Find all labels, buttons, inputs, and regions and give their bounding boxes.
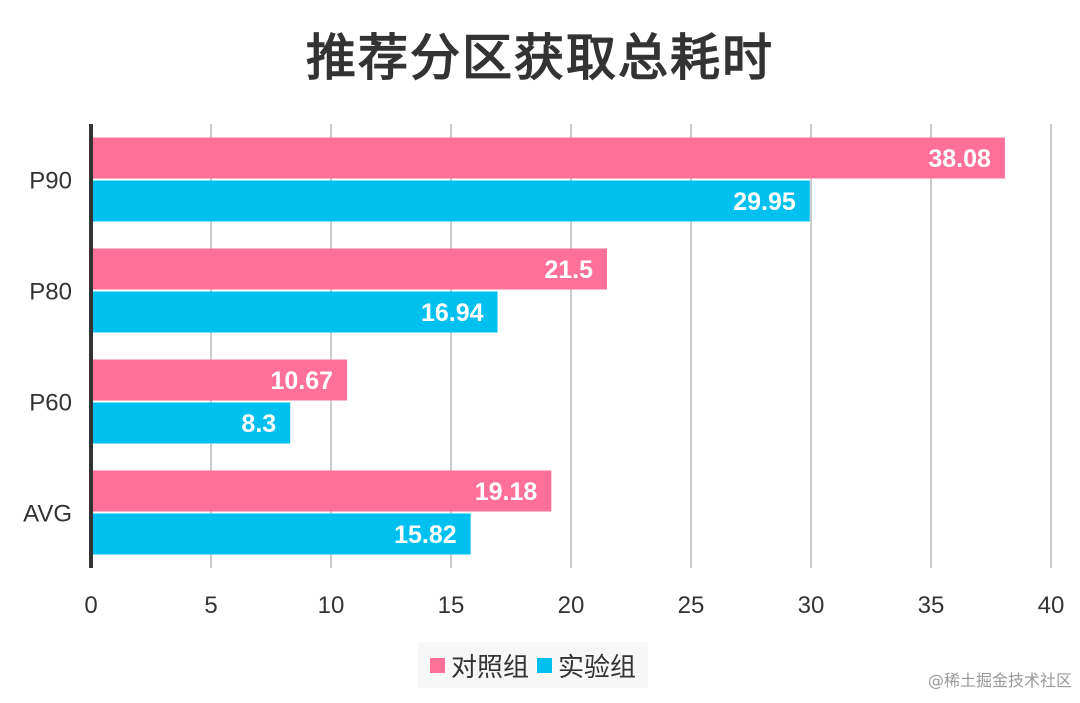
- data-label: 8.3: [241, 410, 276, 438]
- data-label: 29.95: [733, 188, 796, 216]
- bar: [91, 359, 348, 401]
- legend: 对照组 实验组: [418, 642, 649, 688]
- chart-title: 推荐分区获取总耗时: [306, 29, 774, 87]
- x-tick-label: 15: [438, 592, 465, 619]
- data-label: 21.5: [544, 256, 593, 284]
- data-label: 16.94: [421, 299, 484, 327]
- watermark: @稀土掘金技术社区: [927, 671, 1072, 690]
- x-tick-label: 40: [1038, 592, 1065, 619]
- x-tick-label: 25: [678, 592, 705, 619]
- x-tick-label: 20: [558, 592, 585, 619]
- legend-swatch: [430, 657, 445, 673]
- legend-swatch: [537, 657, 553, 673]
- data-label: 38.08: [928, 145, 991, 173]
- y-tick-label: AVG: [23, 501, 72, 528]
- x-tick-label: 35: [918, 592, 945, 619]
- legend-item-control[interactable]: 对照组: [430, 647, 529, 684]
- x-tick-label: 0: [84, 592, 97, 619]
- legend-label: 对照组: [451, 652, 530, 683]
- bar: [91, 180, 810, 222]
- bar: [91, 137, 1005, 179]
- bar: [91, 402, 291, 444]
- x-tick-label: 5: [204, 592, 217, 619]
- y-tick-label: P60: [29, 390, 72, 417]
- bar: [91, 291, 498, 333]
- legend-label: 实验组: [558, 652, 637, 683]
- data-label: 15.82: [394, 521, 457, 549]
- bar: [91, 248, 607, 290]
- x-tick-label: 10: [318, 592, 345, 619]
- legend-item-experiment[interactable]: 实验组: [537, 647, 636, 684]
- bar: [91, 470, 552, 512]
- y-tick-label: P80: [29, 279, 72, 306]
- data-label: 10.67: [271, 367, 334, 395]
- data-label: 19.18: [475, 478, 538, 506]
- y-tick-label: P90: [29, 168, 72, 195]
- x-tick-label: 30: [798, 592, 825, 619]
- bar: [91, 513, 471, 555]
